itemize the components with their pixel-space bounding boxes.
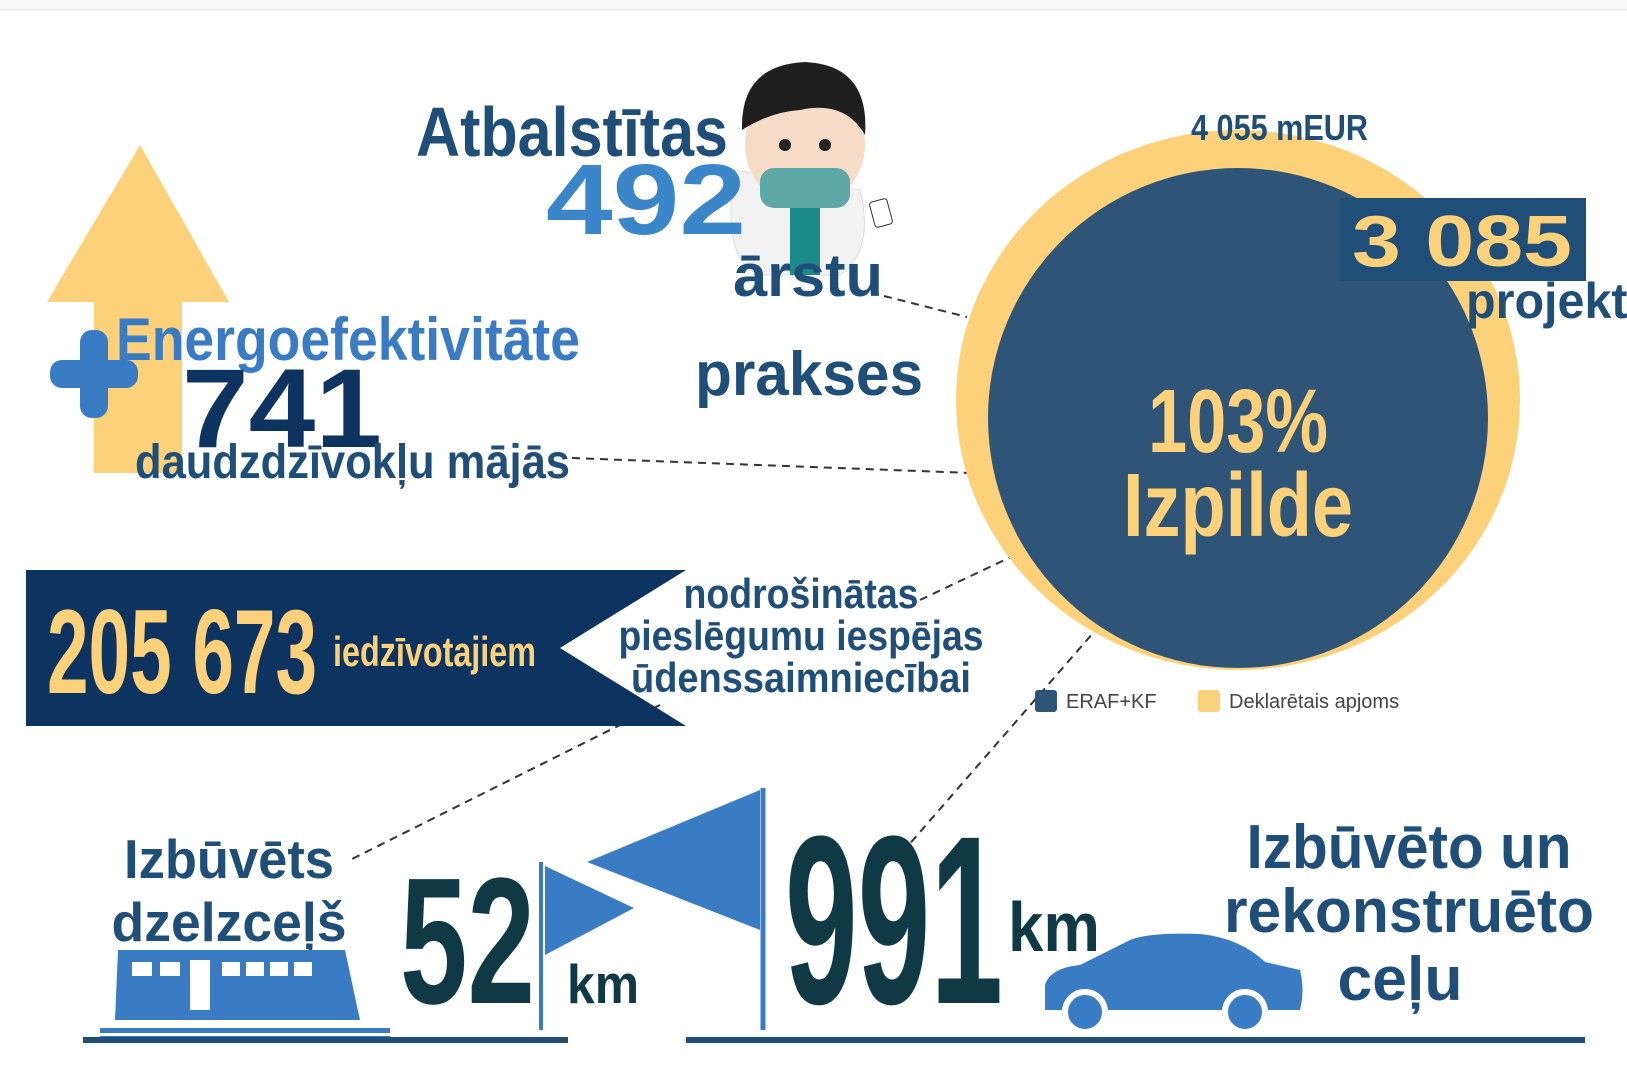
roads-line: rekonstruēto bbox=[1224, 877, 1594, 946]
water-line: ūdenssaimniecībai bbox=[631, 654, 971, 701]
train-icon bbox=[100, 950, 390, 1040]
roads-line: Izbūvēto un bbox=[1247, 813, 1572, 882]
legend-swatch bbox=[1198, 690, 1220, 712]
projects-number: 3 085 bbox=[1352, 202, 1572, 282]
flag bbox=[545, 866, 634, 955]
doctors-number: 492 bbox=[546, 144, 746, 256]
railway-number: 52 bbox=[400, 841, 535, 1042]
legend-swatch bbox=[1035, 690, 1057, 712]
execution-label: Izpilde bbox=[1123, 456, 1353, 556]
legend-label: Deklarētais apjoms bbox=[1229, 691, 1399, 713]
projects-label: projekti bbox=[1466, 273, 1627, 329]
doctors-line1: ārstu bbox=[733, 242, 883, 309]
water-line: nodrošinātas bbox=[684, 570, 919, 617]
budget-label: 4 055 mEUR bbox=[1191, 107, 1368, 148]
roads-number: 991 bbox=[785, 786, 1003, 1054]
roads-unit: km bbox=[1008, 888, 1100, 966]
water-unit: iedzīvotajiem bbox=[333, 628, 536, 675]
infographic: Energoefektivitāte 741 daudzdzīvokļu māj… bbox=[0, 0, 1627, 1073]
roads-line: ceļu bbox=[1338, 945, 1463, 1014]
energy-subtitle: daudzdzīvokļu mājās bbox=[135, 436, 570, 489]
railway-line: Izbūvēts bbox=[124, 828, 334, 890]
water-number: 205 673 bbox=[47, 585, 317, 719]
water-line: pieslēgumu iespējas bbox=[619, 612, 984, 659]
legend-label: ERAF+KF bbox=[1066, 691, 1157, 713]
doctors-line2: prakses bbox=[695, 340, 923, 409]
railway-line: dzelzceļš bbox=[112, 891, 347, 954]
header-strip bbox=[0, 0, 1627, 10]
railway-unit: km bbox=[567, 953, 639, 1015]
